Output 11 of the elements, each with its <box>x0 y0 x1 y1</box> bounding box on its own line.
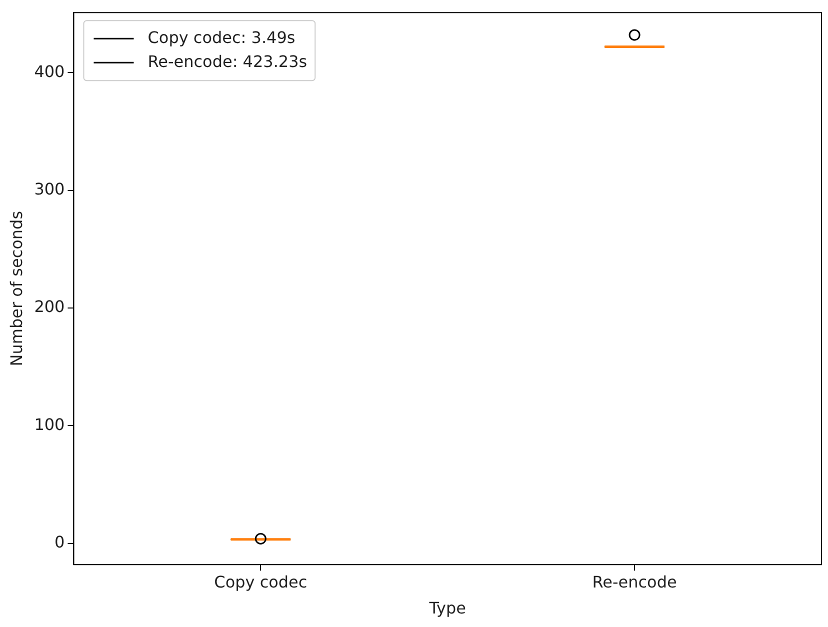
y-tick-label: 200 <box>34 297 65 316</box>
y-axis-title: Number of seconds <box>6 210 26 366</box>
x-axis-title: Type <box>428 598 466 618</box>
y-tick-label: 0 <box>54 532 65 552</box>
x-tick-label: Copy codec <box>214 572 308 592</box>
y-tick-label: 400 <box>34 62 65 81</box>
legend-label: Re-encode: 423.23s <box>148 52 308 71</box>
legend-label: Copy codec: 3.49s <box>148 28 296 47</box>
x-tick-label: Re-encode <box>592 572 677 592</box>
y-tick-label: 300 <box>34 179 65 198</box>
y-tick-label: 100 <box>34 414 65 434</box>
